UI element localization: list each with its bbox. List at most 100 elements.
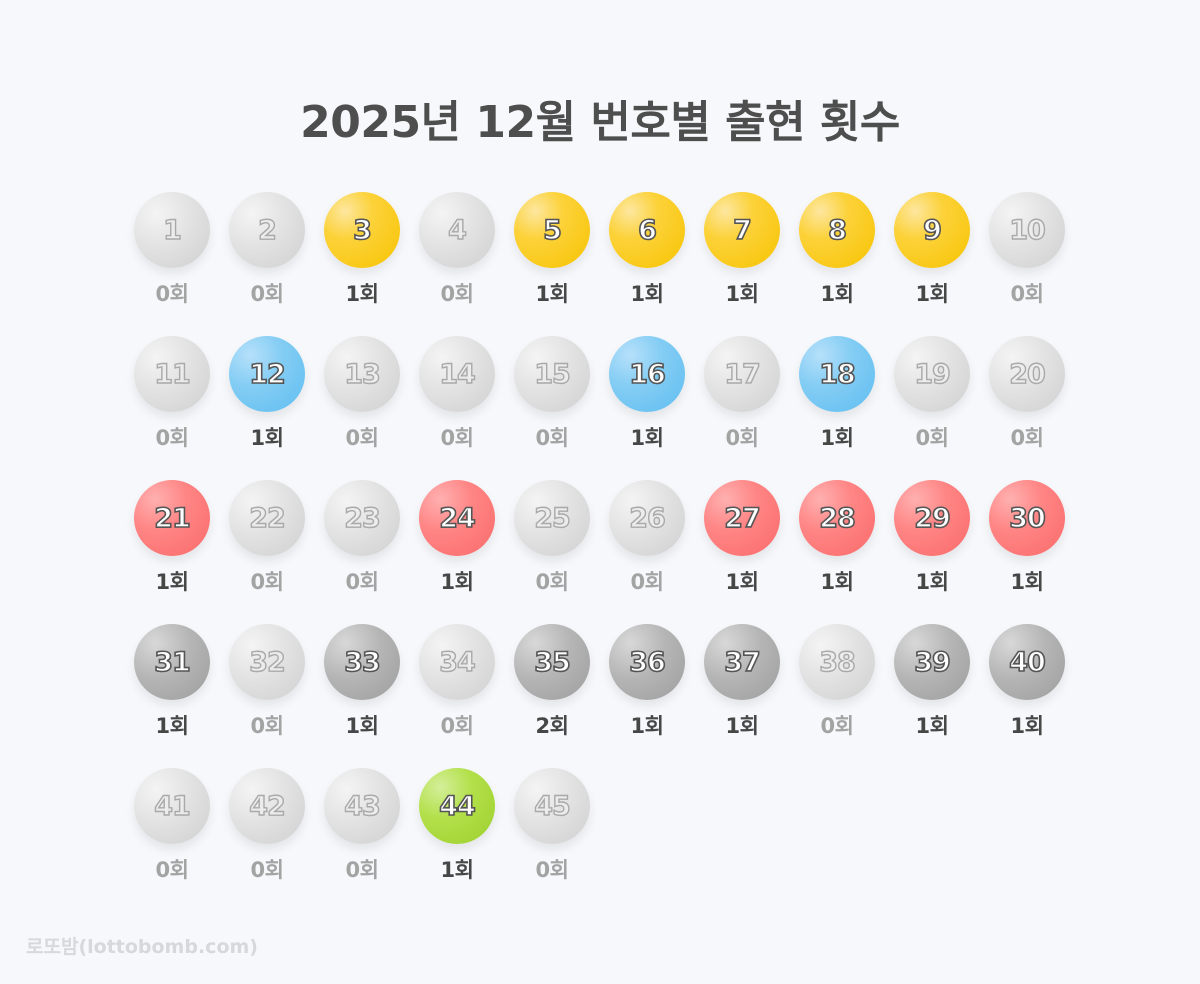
- ball-number: 9: [922, 214, 942, 247]
- ball-number: 10: [1009, 214, 1047, 246]
- lotto-ball: 16: [609, 336, 685, 412]
- number-cell: 9 1회: [894, 192, 989, 336]
- occurrence-count: 1회: [440, 570, 474, 594]
- ball-number: 36: [628, 646, 666, 679]
- occurrence-count: 0회: [440, 426, 474, 450]
- occurrence-count: 0회: [250, 570, 284, 594]
- lotto-ball: 3: [324, 192, 400, 268]
- ball-number: 11: [154, 358, 192, 390]
- occurrence-count: 0회: [535, 858, 569, 882]
- number-cell: 38 0회: [799, 624, 894, 768]
- lotto-ball: 24: [419, 480, 495, 556]
- number-cell: 24 1회: [419, 480, 514, 624]
- lotto-ball: 32: [229, 624, 305, 700]
- lotto-ball: 19: [894, 336, 970, 412]
- lotto-ball: 9: [894, 192, 970, 268]
- number-cell: 45 0회: [514, 768, 609, 912]
- occurrence-count: 0회: [155, 426, 189, 450]
- ball-number: 5: [542, 214, 562, 247]
- ball-number: 13: [344, 358, 382, 390]
- lotto-ball: 21: [134, 480, 210, 556]
- lotto-ball: 20: [989, 336, 1065, 412]
- lotto-ball: 43: [324, 768, 400, 844]
- ball-number: 4: [447, 214, 467, 246]
- occurrence-count: 0회: [250, 282, 284, 306]
- occurrence-count: 1회: [1010, 570, 1044, 594]
- occurrence-count: 1회: [630, 282, 664, 306]
- ball-number: 34: [439, 646, 477, 678]
- number-cell: 27 1회: [704, 480, 799, 624]
- number-cell: 6 1회: [609, 192, 704, 336]
- occurrence-count: 0회: [440, 282, 474, 306]
- ball-number: 38: [819, 646, 857, 678]
- number-cell: 25 0회: [514, 480, 609, 624]
- number-cell: 32 0회: [229, 624, 324, 768]
- occurrence-count: 1회: [155, 714, 189, 738]
- ball-number: 32: [249, 646, 287, 678]
- lotto-ball: 2: [229, 192, 305, 268]
- ball-number: 15: [534, 358, 572, 390]
- ball-number: 19: [914, 358, 952, 390]
- number-cell: 3 1회: [324, 192, 419, 336]
- number-cell: 10 0회: [989, 192, 1084, 336]
- occurrence-count: 1회: [915, 570, 949, 594]
- number-cell: 35 2회: [514, 624, 609, 768]
- occurrence-count: 0회: [820, 714, 854, 738]
- lotto-ball: 36: [609, 624, 685, 700]
- ball-number: 33: [343, 646, 381, 679]
- occurrence-count: 0회: [250, 858, 284, 882]
- number-cell: 28 1회: [799, 480, 894, 624]
- number-cell: 5 1회: [514, 192, 609, 336]
- ball-number: 43: [344, 790, 382, 822]
- ball-number: 3: [352, 214, 372, 247]
- occurrence-count: 2회: [535, 714, 569, 738]
- number-cell: 31 1회: [134, 624, 229, 768]
- ball-number: 28: [818, 502, 856, 535]
- lotto-ball: 31: [134, 624, 210, 700]
- ball-number: 31: [153, 646, 191, 679]
- ball-number: 6: [637, 214, 657, 247]
- lotto-ball: 13: [324, 336, 400, 412]
- occurrence-count: 1회: [250, 426, 284, 450]
- occurrence-count: 0회: [345, 858, 379, 882]
- ball-number: 29: [913, 502, 951, 535]
- lotto-ball: 1: [134, 192, 210, 268]
- ball-number: 45: [534, 790, 572, 822]
- number-cell: 34 0회: [419, 624, 514, 768]
- lotto-ball: 7: [704, 192, 780, 268]
- occurrence-count: 1회: [630, 714, 664, 738]
- lotto-ball: 26: [609, 480, 685, 556]
- occurrence-count: 0회: [345, 570, 379, 594]
- number-cell: 23 0회: [324, 480, 419, 624]
- ball-number: 39: [913, 646, 951, 679]
- occurrence-count: 1회: [725, 282, 759, 306]
- lotto-ball: 34: [419, 624, 495, 700]
- lotto-ball: 25: [514, 480, 590, 556]
- number-cell: 1 0회: [134, 192, 229, 336]
- lotto-ball: 44: [419, 768, 495, 844]
- number-cell: 13 0회: [324, 336, 419, 480]
- number-cell: 39 1회: [894, 624, 989, 768]
- ball-number: 1: [162, 214, 182, 246]
- number-cell: 41 0회: [134, 768, 229, 912]
- number-cell: 15 0회: [514, 336, 609, 480]
- ball-number: 25: [534, 502, 572, 534]
- number-cell: 30 1회: [989, 480, 1084, 624]
- occurrence-count: 0회: [155, 858, 189, 882]
- lotto-ball: 42: [229, 768, 305, 844]
- lotto-ball: 38: [799, 624, 875, 700]
- lotto-ball: 45: [514, 768, 590, 844]
- ball-number: 42: [249, 790, 287, 822]
- number-cell: 42 0회: [229, 768, 324, 912]
- lotto-ball: 5: [514, 192, 590, 268]
- ball-number: 35: [533, 646, 571, 679]
- lotto-ball: 11: [134, 336, 210, 412]
- ball-number: 37: [723, 646, 761, 679]
- lotto-ball: 8: [799, 192, 875, 268]
- occurrence-count: 1회: [915, 714, 949, 738]
- ball-number: 2: [257, 214, 277, 246]
- number-cell: 40 1회: [989, 624, 1084, 768]
- number-cell: 20 0회: [989, 336, 1084, 480]
- number-cell: 12 1회: [229, 336, 324, 480]
